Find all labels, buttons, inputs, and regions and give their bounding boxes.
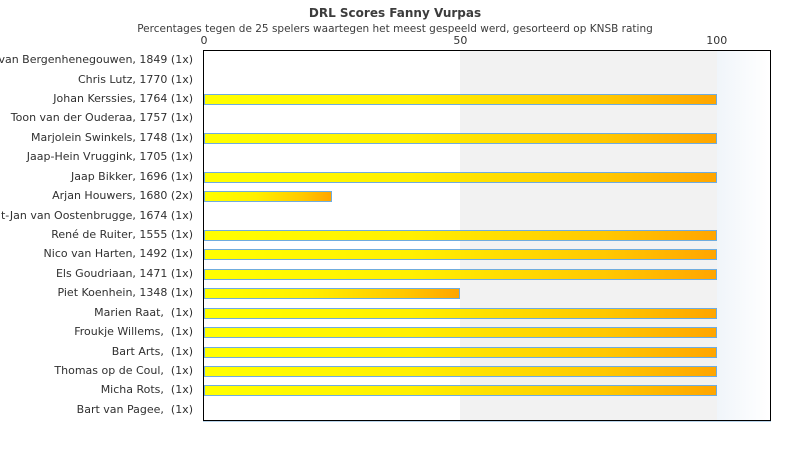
bar bbox=[204, 249, 717, 261]
x-tick-label: 50 bbox=[453, 34, 468, 47]
row-label: Bart Arts, (1x) bbox=[111, 344, 193, 358]
row-label: Chris Lutz, 1770 (1x) bbox=[77, 72, 193, 86]
bar bbox=[204, 268, 717, 280]
beyond-100-region bbox=[716, 51, 768, 420]
row-label: Jaap Bikker, 1696 (1x) bbox=[70, 169, 193, 183]
bar bbox=[204, 307, 717, 319]
category-labels: van Bergenhenegouwen, 1849 (1x) Chris Lut… bbox=[0, 50, 198, 419]
chart-subtitle: Percentages tegen de 25 spelers waartege… bbox=[137, 23, 653, 35]
bar bbox=[204, 230, 717, 241]
row-label: Nico van Harten, 1492 (1x) bbox=[43, 247, 193, 261]
row-label: t-Jan van Oostenbrugge, 1674 (1x) bbox=[0, 208, 193, 222]
bar bbox=[204, 346, 717, 358]
row-label: Froukje Willems, (1x) bbox=[74, 325, 193, 339]
row-label: René de Ruiter, 1555 (1x) bbox=[51, 227, 193, 241]
row-label: Bart van Pagee, (1x) bbox=[76, 402, 193, 416]
row-label: Jaap-Hein Vruggink, 1705 (1x) bbox=[26, 150, 193, 164]
bar bbox=[204, 94, 717, 106]
row-label: Thomas op de Coul, (1x) bbox=[54, 363, 193, 377]
row-label: van Bergenhenegouwen, 1849 (1x) bbox=[0, 53, 193, 67]
bar bbox=[204, 365, 717, 377]
row-label: Arjan Houwers, 1680 (2x) bbox=[52, 189, 193, 203]
row-label: Johan Kerssies, 1764 (1x) bbox=[53, 92, 193, 106]
bar bbox=[204, 327, 717, 339]
x-tick-label: 100 bbox=[706, 34, 728, 47]
row-label: Els Goudriaan, 1471 (1x) bbox=[55, 266, 193, 280]
row-label: Piet Koenhein, 1348 (1x) bbox=[57, 286, 193, 300]
bar bbox=[204, 132, 717, 144]
chart-title: DRL Scores Fanny Vurpas bbox=[308, 6, 482, 20]
plot-area bbox=[203, 50, 771, 421]
row-label: Marien Raat, (1x) bbox=[94, 305, 193, 319]
bar bbox=[204, 171, 717, 183]
row-label: Micha Rots, (1x) bbox=[100, 383, 193, 397]
bar bbox=[204, 385, 717, 397]
bar bbox=[204, 288, 461, 300]
row-label: Toon van der Ouderaa, 1757 (1x) bbox=[10, 111, 193, 125]
bar bbox=[204, 191, 333, 203]
row-label: Marjolein Swinkels, 1748 (1x) bbox=[30, 130, 193, 144]
x-tick-label: 0 bbox=[200, 34, 208, 47]
